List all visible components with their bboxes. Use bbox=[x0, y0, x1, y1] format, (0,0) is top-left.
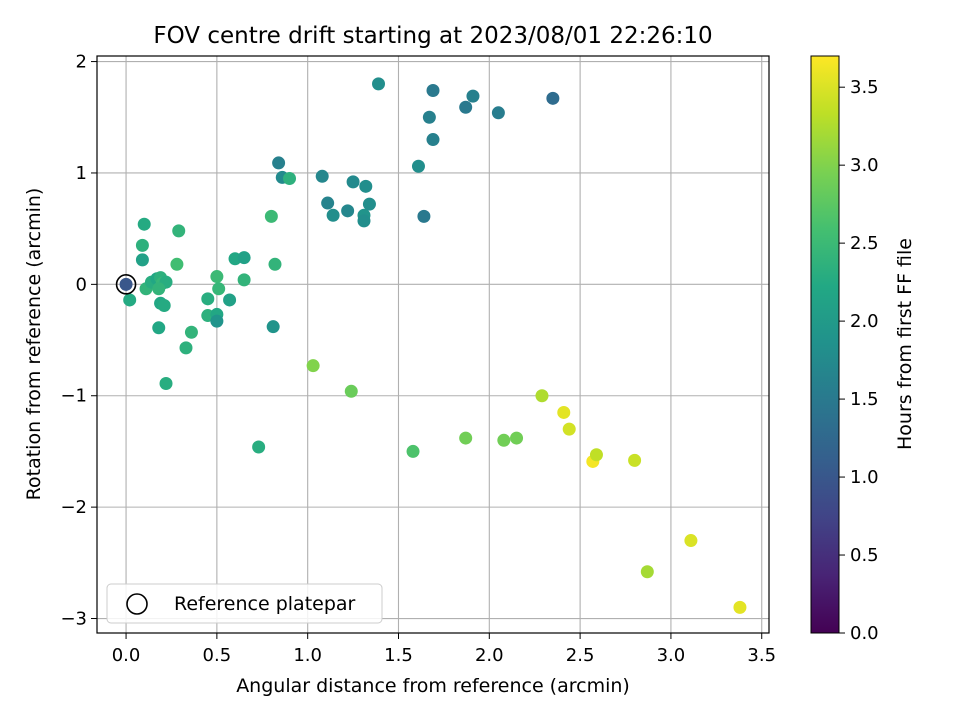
plot-background bbox=[97, 56, 769, 633]
x-tick-label: 3.5 bbox=[747, 645, 776, 666]
data-point bbox=[497, 433, 511, 447]
colorbar-gradient bbox=[810, 55, 840, 634]
data-point bbox=[628, 453, 642, 467]
legend-entry-reference: Reference platepar bbox=[174, 593, 356, 615]
x-tick-label: 1.5 bbox=[384, 645, 413, 666]
x-tick-label: 2.5 bbox=[566, 645, 595, 666]
colorbar-tick-label: 3.5 bbox=[850, 77, 879, 98]
data-point bbox=[733, 600, 747, 614]
data-point bbox=[119, 277, 133, 291]
x-axis-label: Angular distance from reference (arcmin) bbox=[236, 675, 630, 697]
x-tick-label: 2.0 bbox=[475, 645, 504, 666]
data-point bbox=[417, 209, 431, 223]
data-point bbox=[210, 270, 224, 284]
data-point bbox=[172, 224, 186, 238]
data-point bbox=[411, 159, 425, 173]
data-point bbox=[466, 89, 480, 103]
data-point bbox=[184, 325, 198, 339]
data-point bbox=[546, 91, 560, 105]
data-point bbox=[137, 217, 151, 231]
data-point bbox=[159, 376, 173, 390]
data-point bbox=[123, 293, 137, 307]
data-point bbox=[426, 133, 440, 147]
data-point bbox=[223, 293, 237, 307]
x-tick-label: 0.0 bbox=[112, 645, 141, 666]
data-point bbox=[152, 321, 166, 335]
data-point bbox=[459, 100, 473, 114]
data-point bbox=[459, 431, 473, 445]
legend: Reference platepar bbox=[106, 583, 383, 624]
data-point bbox=[321, 196, 335, 210]
y-tick-label: 1 bbox=[76, 163, 87, 184]
reference-point-marker bbox=[115, 274, 137, 295]
data-point bbox=[372, 77, 386, 91]
data-point bbox=[344, 384, 358, 398]
data-point bbox=[157, 299, 171, 313]
data-point bbox=[640, 565, 654, 579]
data-point bbox=[201, 292, 215, 306]
legend-marker-reference bbox=[126, 593, 148, 615]
x-tick-label: 1.0 bbox=[293, 645, 322, 666]
data-point bbox=[210, 314, 224, 328]
data-point bbox=[422, 110, 436, 124]
colorbar-tick-label: 1.5 bbox=[850, 389, 879, 410]
data-point bbox=[264, 209, 278, 223]
y-tick-label: 2 bbox=[76, 52, 87, 73]
data-point bbox=[359, 179, 373, 193]
colorbar-label: Hours from first FF file bbox=[894, 238, 916, 450]
data-point bbox=[135, 238, 149, 252]
data-point bbox=[212, 282, 226, 296]
y-axis-ticks: −3 −2 −1 0 1 2 bbox=[60, 52, 97, 630]
colorbar-tick-label: 3.0 bbox=[850, 155, 879, 176]
colorbar: 0.0 0.5 1.0 1.5 2.0 2.5 3.0 3.5 Hours from firs… bbox=[810, 55, 916, 644]
y-axis-label: Rotation from reference (arcmin) bbox=[23, 188, 45, 501]
data-point bbox=[362, 197, 376, 211]
data-point bbox=[346, 175, 360, 189]
data-point bbox=[170, 257, 184, 271]
data-point bbox=[589, 448, 603, 462]
scatter-points bbox=[115, 77, 747, 614]
data-point bbox=[266, 320, 280, 334]
data-point bbox=[272, 156, 286, 170]
data-point bbox=[357, 214, 371, 228]
y-tick-label: 0 bbox=[76, 274, 87, 295]
colorbar-tick-label: 0.5 bbox=[850, 545, 879, 566]
data-point bbox=[491, 106, 505, 120]
data-point bbox=[152, 282, 166, 296]
data-point bbox=[237, 251, 251, 265]
legend-box bbox=[106, 583, 383, 624]
y-tick-label: −1 bbox=[60, 386, 87, 407]
y-tick-label: −2 bbox=[60, 497, 87, 518]
data-point bbox=[268, 257, 282, 271]
data-point bbox=[426, 84, 440, 98]
x-tick-label: 3.0 bbox=[657, 645, 686, 666]
colorbar-tick-label: 2.5 bbox=[850, 233, 879, 254]
data-point bbox=[179, 341, 193, 355]
data-point bbox=[341, 204, 355, 218]
plot-frame bbox=[96, 55, 770, 634]
colorbar-tick-label: 0.0 bbox=[850, 623, 879, 644]
chart-title: FOV centre drift starting at 2023/08/01 … bbox=[153, 23, 712, 49]
y-tick-label: −3 bbox=[60, 609, 87, 630]
data-point bbox=[684, 534, 698, 548]
colorbar-tick-label: 1.0 bbox=[850, 467, 879, 488]
data-point bbox=[315, 169, 329, 183]
plot-area: 0.0 0.5 1.0 1.5 2.0 2.5 3.0 3.5 −3 −2 −1 0 1 2 bbox=[60, 52, 776, 666]
x-tick-label: 0.5 bbox=[203, 645, 232, 666]
data-point bbox=[535, 389, 549, 403]
colorbar-ticks: 0.0 0.5 1.0 1.5 2.0 2.5 3.0 3.5 bbox=[839, 77, 879, 644]
data-point bbox=[326, 208, 340, 222]
data-point bbox=[557, 405, 571, 419]
data-point bbox=[135, 253, 149, 267]
colorbar-tick-label: 2.0 bbox=[850, 311, 879, 332]
data-point bbox=[237, 273, 251, 287]
data-point bbox=[510, 431, 524, 445]
data-point bbox=[562, 422, 576, 436]
data-point bbox=[283, 172, 297, 186]
data-point bbox=[406, 444, 420, 458]
x-axis-ticks: 0.0 0.5 1.0 1.5 2.0 2.5 3.0 3.5 bbox=[112, 633, 776, 666]
data-point bbox=[252, 440, 266, 454]
data-point bbox=[306, 359, 320, 373]
